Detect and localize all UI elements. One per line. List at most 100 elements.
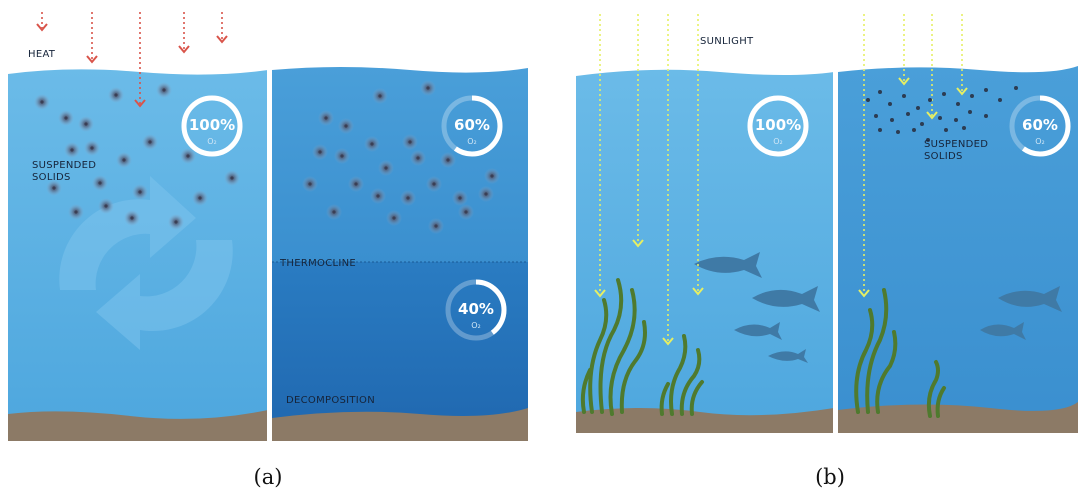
water-right-b — [838, 66, 1078, 430]
gauge-value: 100% — [189, 116, 235, 134]
suspended-solids-b — [866, 86, 1018, 142]
gauge-sub: O₂ — [467, 137, 477, 146]
suspended-solids-label-b-line1: SUSPENDED — [924, 139, 988, 150]
gauge-value: 40% — [458, 300, 494, 318]
fish-icon — [694, 252, 762, 278]
divider-b — [833, 62, 838, 434]
water-left-b — [576, 69, 834, 430]
sunlight-arrow-head — [594, 289, 606, 298]
suspended-particle-core — [458, 196, 462, 200]
suspended-particle — [1014, 86, 1018, 90]
oxygen-gauge-a2: 60% O₂ — [441, 95, 503, 157]
panel-a: HEAT SUSPENDED SOLIDS THERMOCLINE DECOMP… — [8, 12, 528, 489]
suspended-particle-core — [122, 158, 126, 162]
sediment-a — [8, 410, 268, 441]
suspended-particle-core — [186, 154, 190, 158]
suspended-particle-core — [70, 148, 74, 152]
suspended-particle-core — [74, 210, 78, 214]
suspended-particle — [984, 114, 988, 118]
suspended-particle — [906, 112, 910, 116]
caption-a: (a) — [254, 465, 283, 489]
oxygen-gauge-b2: 60% O₂ — [1009, 95, 1071, 157]
suspended-particle — [968, 110, 972, 114]
suspended-particle-core — [90, 146, 94, 150]
suspended-particle — [998, 98, 1002, 102]
suspended-particle — [920, 122, 924, 126]
suspended-particle — [896, 130, 900, 134]
fish-icon — [998, 286, 1062, 312]
suspended-particle — [970, 94, 974, 98]
suspended-particle-core — [392, 216, 396, 220]
gauge-sub: O₂ — [773, 137, 783, 146]
suspended-particle — [962, 126, 966, 130]
gauge-sub: O₂ — [207, 137, 217, 146]
suspended-particle-core — [408, 140, 412, 144]
sediment-b-right — [838, 402, 1078, 433]
sunlight-arrow-head — [662, 337, 674, 346]
suspended-particle-core — [98, 181, 102, 185]
suspended-particle-core — [324, 116, 328, 120]
suspended-particle — [954, 118, 958, 122]
sunlight-label: SUNLIGHT — [700, 36, 754, 47]
suspended-particle — [956, 102, 960, 106]
heat-arrow-head — [134, 99, 146, 108]
suspended-particle — [984, 88, 988, 92]
decomposition-label: DECOMPOSITION — [286, 395, 375, 406]
divider-a — [267, 62, 272, 442]
suspended-particle-core — [344, 124, 348, 128]
panel-b: SUNLIGHT SUSPENDED SOLIDS 100% O₂ 60% O₂… — [576, 14, 1078, 489]
suspended-particle-core — [340, 154, 344, 158]
circulation-arrows — [59, 176, 233, 350]
sunlight-arrow-head — [926, 111, 938, 120]
suspended-particle-core — [378, 94, 382, 98]
suspended-particle — [926, 138, 930, 142]
suspended-particle-core — [40, 100, 44, 104]
gauge-fill-arc — [747, 95, 809, 157]
suspended-particle-core — [464, 210, 468, 214]
suspended-solids-label-a-line1: SUSPENDED — [32, 160, 96, 171]
suspended-particle-core — [148, 140, 152, 144]
suspended-particle-core — [406, 196, 410, 200]
suspended-particle — [878, 90, 882, 94]
gauge-sub: O₂ — [471, 321, 481, 330]
suspended-particle-core — [84, 122, 88, 126]
oxygen-gauge-a1: 100% O₂ — [181, 95, 243, 157]
gauge-value: 60% — [1022, 116, 1058, 134]
heat-arrows — [36, 12, 228, 108]
suspended-particle-core — [104, 204, 108, 208]
suspended-particle-core — [490, 174, 494, 178]
suspended-particle-core — [114, 93, 118, 97]
sunlight-arrows — [594, 14, 968, 346]
suspended-particle-core — [376, 194, 380, 198]
suspended-particle — [942, 92, 946, 96]
suspended-solids-label-b-line2: SOLIDS — [924, 151, 963, 162]
heat-arrow-head — [36, 23, 48, 32]
fish-icon — [734, 322, 782, 340]
suspended-particle-core — [162, 88, 166, 92]
sunlight-arrow-head — [898, 77, 910, 86]
suspended-particle-core — [354, 182, 358, 186]
oxygen-gauge-b1: 100% O₂ — [747, 95, 809, 157]
suspended-particle — [938, 116, 942, 120]
suspended-particle — [888, 102, 892, 106]
heat-label: HEAT — [28, 49, 56, 60]
fish-icon — [752, 286, 820, 312]
gauge-fill-arc — [1009, 95, 1071, 157]
suspended-particle-core — [64, 116, 68, 120]
suspended-particle-core — [484, 192, 488, 196]
suspended-particle-core — [426, 86, 430, 90]
gauge-fill-arc — [441, 95, 503, 157]
suspended-particle — [902, 94, 906, 98]
suspended-particle-core — [332, 210, 336, 214]
suspended-solids-label-a-line2: SOLIDS — [32, 172, 71, 183]
suspended-particle-core — [130, 216, 134, 220]
heat-arrow-head — [178, 45, 190, 54]
gauge-value: 60% — [454, 116, 490, 134]
suspended-particle — [944, 128, 948, 132]
suspended-particle-core — [308, 182, 312, 186]
suspended-solids-right — [302, 80, 500, 234]
fish-group — [694, 252, 1062, 363]
heat-arrow-head — [216, 35, 228, 44]
suspended-particle-core — [52, 186, 56, 190]
